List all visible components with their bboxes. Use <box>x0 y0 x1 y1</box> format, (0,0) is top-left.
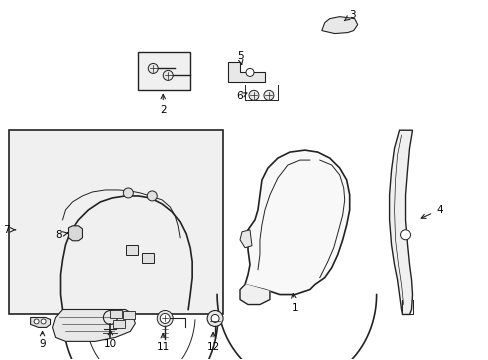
Text: 6: 6 <box>236 91 246 101</box>
Circle shape <box>264 90 273 100</box>
Bar <box>138 53 190 90</box>
Bar <box>110 310 122 319</box>
Text: 3: 3 <box>344 10 355 21</box>
Bar <box>142 253 154 263</box>
Circle shape <box>248 90 259 100</box>
Text: 5: 5 <box>236 51 243 64</box>
Circle shape <box>163 71 173 80</box>
Bar <box>113 320 125 328</box>
Polygon shape <box>244 150 349 294</box>
Text: 2: 2 <box>160 94 166 115</box>
Text: 7: 7 <box>3 225 16 235</box>
Text: 1: 1 <box>291 293 298 312</box>
Circle shape <box>147 191 157 201</box>
Circle shape <box>34 319 39 324</box>
Circle shape <box>160 314 170 323</box>
Text: 11: 11 <box>156 333 169 352</box>
Polygon shape <box>389 130 412 315</box>
Circle shape <box>103 310 117 324</box>
Text: 8: 8 <box>55 230 67 240</box>
Text: 10: 10 <box>103 330 117 349</box>
Circle shape <box>245 68 253 76</box>
Text: 12: 12 <box>206 332 219 352</box>
Circle shape <box>400 230 410 240</box>
Polygon shape <box>321 17 357 33</box>
Text: 9: 9 <box>39 332 46 349</box>
Circle shape <box>157 310 173 327</box>
Polygon shape <box>227 62 264 82</box>
Polygon shape <box>31 318 50 328</box>
Bar <box>123 311 135 319</box>
Circle shape <box>207 310 223 327</box>
Polygon shape <box>68 226 82 241</box>
Polygon shape <box>240 285 269 305</box>
Circle shape <box>123 188 133 198</box>
Bar <box>9 130 223 315</box>
Circle shape <box>148 63 158 73</box>
Text: 4: 4 <box>420 205 442 219</box>
Polygon shape <box>52 310 135 341</box>
Circle shape <box>41 319 46 324</box>
Circle shape <box>211 315 219 323</box>
Bar <box>126 245 138 255</box>
Polygon shape <box>240 230 251 248</box>
